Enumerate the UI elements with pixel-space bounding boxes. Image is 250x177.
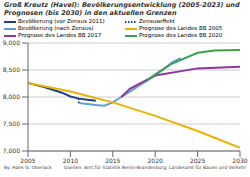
html-text:Prognose des Landes BB 2005: Prognose des Landes BB 2005: [139, 25, 223, 31]
svg-text:2010: 2010: [63, 157, 78, 164]
html-text:Groß Kreutz (Havel): Bevölkeru: Groß Kreutz (Havel): Bevölkerungsentwick…: [4, 1, 240, 17]
svg-text:8,500: 8,500: [8, 66, 20, 73]
html-text:Zensuseffekt: Zensuseffekt: [139, 18, 175, 24]
svg-text:2015: 2015: [105, 157, 120, 164]
svg-text:2030: 2030: [232, 157, 242, 164]
svg-text:9,000: 9,000: [8, 39, 20, 46]
svg-text:7,000: 7,000: [8, 147, 20, 154]
svg-text:8,000: 8,000: [8, 93, 20, 100]
html-text:Bevölkerung (nach Zensus): Bevölkerung (nach Zensus): [18, 25, 94, 31]
html-text:By: Hans G. Oberlack: By: Hans G. Oberlack: [4, 165, 52, 170]
html-text:Prognose des Landes BB 2017: Prognose des Landes BB 2017: [18, 32, 102, 38]
svg-text:2020: 2020: [148, 157, 163, 164]
svg-text:2025: 2025: [190, 157, 205, 164]
html-text:Bevölkerung (vor Zensus 2011): Bevölkerung (vor Zensus 2011): [18, 18, 105, 24]
html-text:Prognose des Landes BB 2020: Prognose des Landes BB 2020: [139, 32, 223, 38]
html-text:Quellen: Amt für Statistik Ber: Quellen: Amt für Statistik Berlin-Brande…: [63, 165, 246, 170]
svg-text:7,500: 7,500: [8, 120, 20, 127]
svg-text:2005: 2005: [20, 157, 35, 164]
